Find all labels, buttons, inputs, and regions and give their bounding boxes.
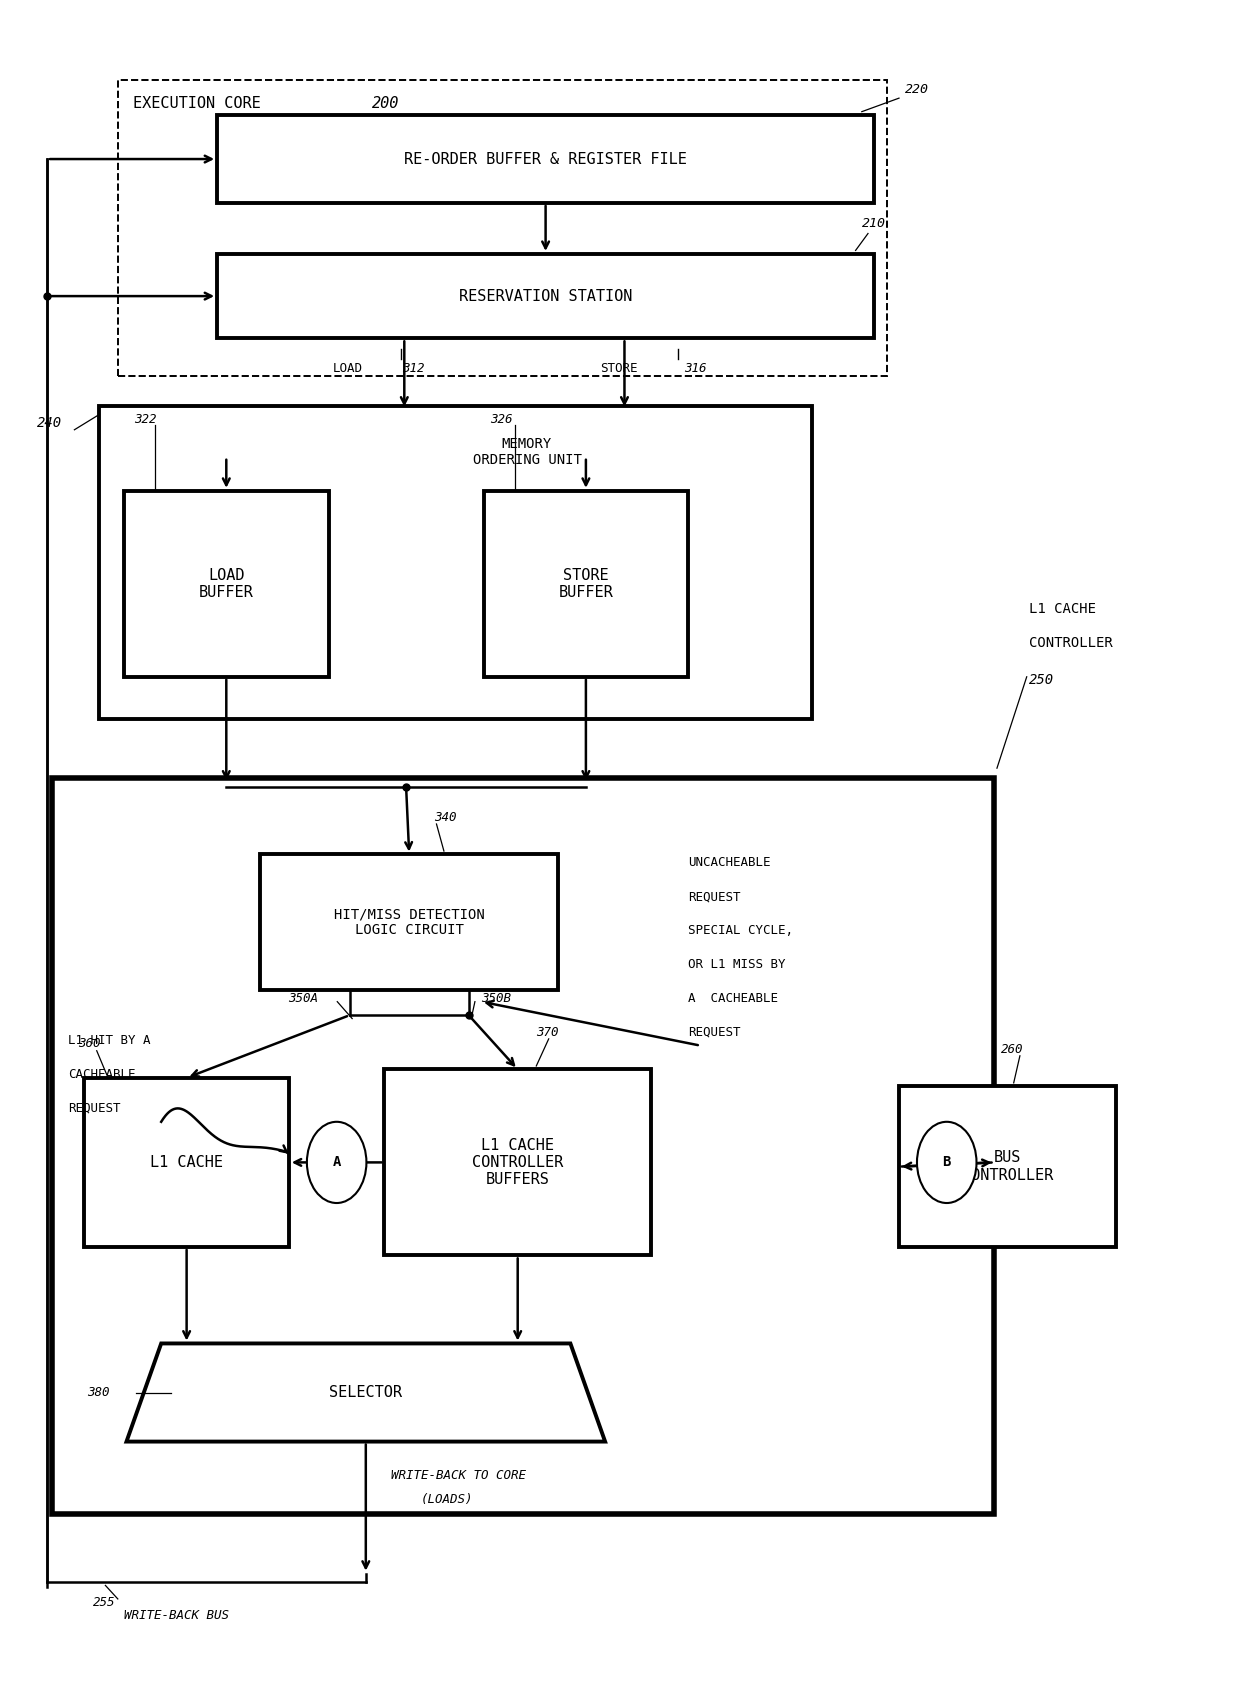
Text: B: B (942, 1156, 951, 1169)
Text: 255: 255 (93, 1596, 115, 1609)
Text: STORE: STORE (600, 362, 637, 376)
Bar (384, 1069, 651, 1255)
Text: 316: 316 (684, 362, 707, 376)
Text: WRITE-BACK BUS: WRITE-BACK BUS (124, 1609, 229, 1623)
Circle shape (918, 1122, 977, 1203)
Bar (99, 406, 812, 719)
Text: LOAD
BUFFER: LOAD BUFFER (198, 567, 254, 601)
Text: 210: 210 (862, 217, 885, 230)
Text: CONTROLLER: CONTROLLER (1029, 636, 1114, 650)
Text: EXECUTION CORE: EXECUTION CORE (133, 96, 269, 112)
Text: REQUEST: REQUEST (688, 1025, 740, 1039)
Bar (84, 1078, 289, 1247)
Text: MEMORY
ORDERING UNIT: MEMORY ORDERING UNIT (472, 437, 582, 467)
Bar (899, 1086, 1116, 1247)
Text: L1 CACHE: L1 CACHE (1029, 602, 1096, 616)
Circle shape (308, 1122, 367, 1203)
Text: SELECTOR: SELECTOR (330, 1386, 402, 1399)
Text: WRITE-BACK TO CORE: WRITE-BACK TO CORE (391, 1469, 526, 1482)
Text: REQUEST: REQUEST (688, 890, 740, 904)
Text: 200: 200 (372, 96, 399, 112)
Text: 326: 326 (490, 413, 512, 426)
Text: SPECIAL CYCLE,: SPECIAL CYCLE, (688, 924, 794, 937)
Text: (LOADS): (LOADS) (420, 1492, 472, 1506)
Text: L1 CACHE: L1 CACHE (150, 1156, 223, 1169)
Bar (484, 491, 688, 677)
Text: REQUEST: REQUEST (68, 1101, 120, 1115)
Text: RE-ORDER BUFFER & REGISTER FILE: RE-ORDER BUFFER & REGISTER FILE (404, 152, 687, 166)
Text: 312: 312 (402, 362, 424, 376)
Text: A: A (332, 1156, 341, 1169)
Text: BUS
CONTROLLER: BUS CONTROLLER (962, 1151, 1053, 1183)
Bar (260, 854, 558, 990)
Bar (217, 115, 874, 203)
Text: CACHEABLE: CACHEABLE (68, 1068, 135, 1081)
Text: 220: 220 (905, 83, 929, 96)
Text: STORE
BUFFER: STORE BUFFER (558, 567, 614, 601)
Text: 380: 380 (87, 1386, 109, 1399)
Text: RESERVATION STATION: RESERVATION STATION (459, 289, 632, 303)
Bar (52, 778, 994, 1514)
Text: 322: 322 (134, 413, 156, 426)
Polygon shape (126, 1343, 605, 1442)
Bar (217, 254, 874, 338)
Text: 360: 360 (78, 1037, 100, 1051)
Text: 250: 250 (1029, 673, 1054, 687)
Bar (124, 491, 329, 677)
Text: A  CACHEABLE: A CACHEABLE (688, 992, 779, 1005)
Text: 340: 340 (434, 810, 456, 824)
Bar (118, 80, 887, 376)
Text: 350A: 350A (288, 992, 317, 1005)
Text: OR L1 MISS BY: OR L1 MISS BY (688, 958, 786, 971)
Text: 240: 240 (37, 416, 62, 430)
Text: 350B: 350B (481, 992, 511, 1005)
Text: HIT/MISS DETECTION
LOGIC CIRCUIT: HIT/MISS DETECTION LOGIC CIRCUIT (334, 907, 485, 937)
Text: UNCACHEABLE: UNCACHEABLE (688, 856, 771, 870)
Text: 370: 370 (536, 1025, 559, 1039)
Text: L1 CACHE
CONTROLLER
BUFFERS: L1 CACHE CONTROLLER BUFFERS (472, 1137, 563, 1188)
Text: 260: 260 (1002, 1042, 1024, 1056)
Text: L1 HIT BY A: L1 HIT BY A (68, 1034, 151, 1047)
Text: LOAD: LOAD (332, 362, 362, 376)
